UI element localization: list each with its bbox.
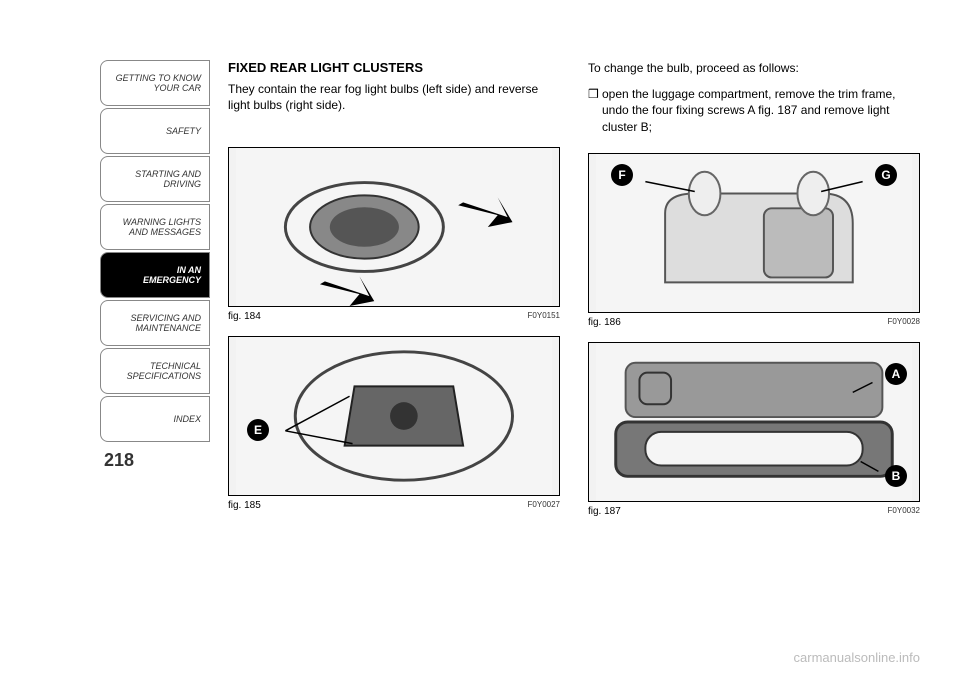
section-paragraph: They contain the rear fog light bulbs (l… <box>228 81 560 113</box>
fig184-illustration <box>229 148 559 306</box>
sidebar-label: SAFETY <box>166 126 201 136</box>
figure-185-caption: fig. 185 F0Y0027 <box>228 500 560 511</box>
figure-184-image <box>228 147 560 307</box>
sidebar-nav: GETTING TO KNOW YOUR CAR SAFETY STARTING… <box>100 60 210 630</box>
sidebar-label: INDEX <box>173 414 201 424</box>
figure-186: F G fig. 186 F0Y0028 <box>588 153 920 328</box>
content-area: FIXED REAR LIGHT CLUSTERS They contain t… <box>210 60 920 630</box>
figure-187: A B fig. 187 F0Y0032 <box>588 342 920 517</box>
bullet-item: ❒ open the luggage compartment, remove t… <box>588 86 920 135</box>
callout-b: B <box>885 465 907 487</box>
sidebar-label: TECHNICAL SPECIFICATIONS <box>127 361 201 382</box>
figure-187-image: A B <box>588 342 920 502</box>
sidebar-label: STARTING AND DRIVING <box>135 169 201 190</box>
figure-187-caption: fig. 187 F0Y0032 <box>588 506 920 517</box>
figure-code: F0Y0028 <box>888 317 920 328</box>
section-heading: FIXED REAR LIGHT CLUSTERS <box>228 60 560 75</box>
sidebar-tab-getting-to-know[interactable]: GETTING TO KNOW YOUR CAR <box>100 60 210 106</box>
bullet-text: open the luggage compartment, remove the… <box>602 86 920 135</box>
figure-label: fig. 186 <box>588 317 621 328</box>
sidebar-label: GETTING TO KNOW YOUR CAR <box>116 73 201 94</box>
figure-code: F0Y0027 <box>528 500 560 511</box>
figure-184: fig. 184 F0Y0151 <box>228 147 560 322</box>
sidebar-label: WARNING LIGHTS AND MESSAGES <box>123 217 201 238</box>
left-column: FIXED REAR LIGHT CLUSTERS They contain t… <box>228 60 574 630</box>
sidebar-label: IN AN EMERGENCY <box>143 265 201 286</box>
fig187-illustration <box>589 343 919 501</box>
figure-label: fig. 184 <box>228 311 261 322</box>
sidebar-tab-technical[interactable]: TECHNICAL SPECIFICATIONS <box>100 348 210 394</box>
figure-185-image: E <box>228 336 560 496</box>
sidebar-tab-index[interactable]: INDEX <box>100 396 210 442</box>
fig185-illustration <box>229 337 559 495</box>
callout-f: F <box>611 164 633 186</box>
right-paragraph: To change the bulb, proceed as follows: <box>588 60 920 76</box>
sidebar-tab-safety[interactable]: SAFETY <box>100 108 210 154</box>
sidebar-tab-warning-lights[interactable]: WARNING LIGHTS AND MESSAGES <box>100 204 210 250</box>
callout-g: G <box>875 164 897 186</box>
page-container: GETTING TO KNOW YOUR CAR SAFETY STARTING… <box>100 60 920 630</box>
sidebar-label: SERVICING AND MAINTENANCE <box>130 313 201 334</box>
sidebar-tab-in-emergency[interactable]: IN AN EMERGENCY <box>100 252 210 298</box>
right-column: To change the bulb, proceed as follows: … <box>574 60 920 630</box>
figure-code: F0Y0151 <box>528 311 560 322</box>
sidebar-tab-servicing[interactable]: SERVICING AND MAINTENANCE <box>100 300 210 346</box>
figure-code: F0Y0032 <box>888 506 920 517</box>
figure-186-caption: fig. 186 F0Y0028 <box>588 317 920 328</box>
watermark: carmanualsonline.info <box>794 650 920 665</box>
sidebar-tab-starting-driving[interactable]: STARTING AND DRIVING <box>100 156 210 202</box>
callout-a: A <box>885 363 907 385</box>
figure-186-image: F G <box>588 153 920 313</box>
figure-184-caption: fig. 184 F0Y0151 <box>228 311 560 322</box>
page-number: 218 <box>100 450 210 471</box>
figure-label: fig. 187 <box>588 506 621 517</box>
figure-label: fig. 185 <box>228 500 261 511</box>
figure-185: E fig. 185 F0Y0027 <box>228 336 560 511</box>
fig186-illustration <box>589 154 919 312</box>
bullet-marker: ❒ <box>588 86 602 135</box>
